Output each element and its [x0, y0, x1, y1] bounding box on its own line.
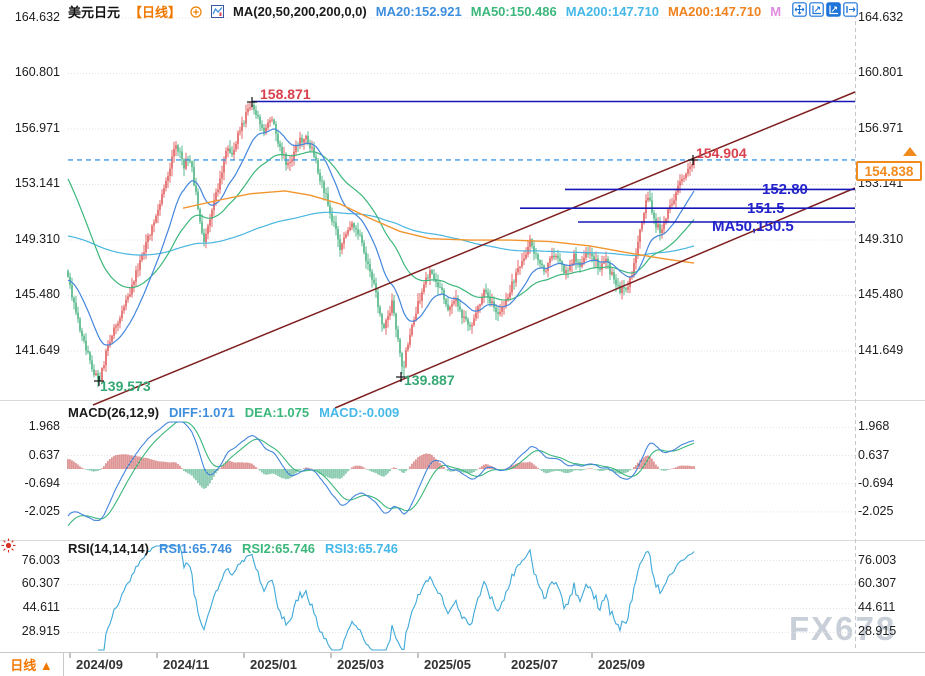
chart-toolbar	[792, 2, 858, 17]
price-up-arrow-icon	[903, 147, 917, 156]
exit-icon[interactable]	[843, 2, 858, 17]
period-selector[interactable]: 日线 ▲	[0, 652, 64, 676]
axis-pan-icon[interactable]	[826, 2, 841, 17]
current-price-value: 154.838	[864, 163, 914, 179]
trend-channel-lines[interactable]	[92, 91, 856, 409]
macd-panel	[67, 421, 695, 527]
candlestick-series	[67, 101, 695, 388]
gridlines	[68, 17, 855, 633]
panel-frame	[0, 14, 925, 653]
rsi-panel	[98, 545, 695, 651]
date-axis-ticks	[69, 653, 593, 658]
current-price-tag: 154.838	[856, 161, 922, 181]
move-icon[interactable]	[792, 2, 807, 17]
add-indicator-icon[interactable]	[190, 5, 202, 18]
support-resistance-lines[interactable]	[68, 100, 855, 223]
fx678-watermark: FX678	[789, 610, 897, 647]
hot-marker-icon	[1, 538, 16, 553]
axis-scale-icon[interactable]	[809, 2, 824, 17]
moving-average-lines	[67, 128, 695, 346]
period-selector-label: 日线 ▲	[10, 658, 53, 673]
extreme-point-markers	[94, 97, 698, 386]
